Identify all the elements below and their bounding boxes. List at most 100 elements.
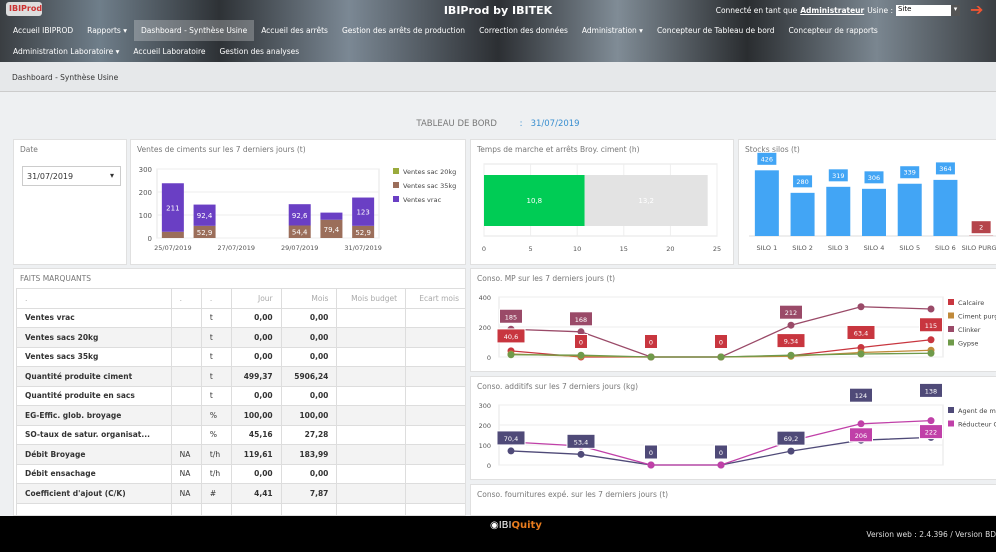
table-row: Ventes sacs 35kg t 0,00 0,00 [16,346,465,367]
legend-swatch [948,407,954,413]
bar-segment [320,219,343,238]
bar-segment [161,183,184,232]
table-cell: 100,00 [230,405,282,426]
table-cell: 499,37 [230,366,282,387]
data-label-box [970,220,992,235]
chart-title: Temps de marche et arrêts Broy. ciment (… [477,145,640,154]
nav-item[interactable]: Accueil Laboratoire [133,47,206,56]
table-cell: NA [170,444,202,465]
data-label: 54,4 [292,229,308,237]
nav-item[interactable]: Gestion des analyses [219,47,300,56]
dashboard-date: 31/07/2019 [530,119,580,129]
data-label: 40,6 [504,333,518,341]
table-cell: # [200,483,232,504]
user-link[interactable]: Administrateur [800,6,865,15]
data-label-box [496,430,526,446]
nav-item[interactable]: Gestion des arrêts de production [341,26,466,35]
data-point [787,351,795,359]
legend-swatch [393,182,399,188]
table-row: Ventes vrac t 0,00 0,00 [16,307,465,328]
data-label-box [792,174,814,189]
footer: ◉IBIQuity Version web : 2.4.396 / Versio… [0,516,996,552]
table-cell: 183,99 [280,444,338,465]
data-label-box [846,324,876,340]
table-cell: 0,00 [280,307,338,328]
nav-item[interactable]: Concepteur de Tableau de bord [656,26,775,35]
nav-item[interactable]: Accueil IBIPROD [13,26,74,35]
table-cell: 100,00 [280,405,338,426]
table-cell [200,502,232,515]
table-cell [336,307,407,328]
table-cell: % [200,405,232,426]
legend-label: Ventes sac 35kg [403,182,456,190]
bar-segment [584,175,708,226]
table-cell: t [200,366,232,387]
data-label-box [566,433,596,449]
data-label: 9,34 [784,338,798,346]
chart-svg: 0 100 200 300 70,4 53,4 0 0 69,2 124 138 206 222 Agen… [479,382,996,470]
table-cell [405,327,465,348]
nav-item[interactable]: Administration ▾ [581,26,643,35]
data-label-box [899,165,921,180]
y-tick-label: 100 [479,442,491,450]
table-cell: 5906,24 [280,366,338,387]
data-point [787,321,795,329]
table-cell [336,463,407,484]
title-separator: : [519,119,523,129]
table-cell: 0,00 [230,385,282,406]
y-tick-label: 300 [479,402,491,410]
data-label: 185 [505,313,517,321]
connected-label: Connecté en tant que [715,6,798,15]
logout-arrow-icon[interactable]: ➔ [970,0,984,19]
ibiquity-logo: ◉IBIQuity [490,520,542,531]
legend-label: Ciment purge [958,313,996,321]
data-label: 63,4 [854,329,868,337]
chart-svg: 0 100 200 300 211 25/07/2019 52,9 92,4 27/07/201… [139,166,457,252]
nav-item[interactable]: Administration Laboratoire ▾ [13,47,120,56]
table-row: SO-taux de satur. organisat...% 45,16 27,2… [16,424,465,445]
data-point [717,461,725,469]
column-header: . [170,288,202,309]
x-tick-label: SILO 5 [899,244,920,252]
table-cell [405,502,465,515]
usine-select[interactable]: Site [896,5,960,16]
y-tick-label: 0 [487,354,491,362]
table-cell: Quantité produite ciment [16,366,172,387]
table-cell [170,307,202,328]
bar-segment [320,212,343,220]
data-label: 0 [649,449,653,457]
table-row: Quantité produite ciment t 499,37 5906,24 [16,366,465,387]
table-cell: t/h [200,444,232,465]
legend-label: Agent de mouture [958,407,996,415]
nav-item[interactable]: Accueil des arrêts [261,26,328,35]
table-cell: t [200,385,232,406]
date-label: Date [20,145,38,154]
table-cell: 4,41 [230,483,282,504]
table-cell: 27,28 [280,424,338,445]
table-cell [336,483,407,504]
date-select[interactable]: 31/07/2019 [22,166,121,186]
data-label: 69,2 [784,435,798,443]
nav-item[interactable]: Rapports ▾ [87,26,127,35]
legend-swatch [948,420,954,427]
data-label: 426 [761,155,773,163]
bar [826,186,851,236]
bar-segment [352,225,375,238]
data-label: 79,4 [324,226,340,234]
data-point [717,353,725,361]
table-cell: t/h [200,463,232,484]
table-cell [405,483,465,504]
table-cell: Coefficient d'ajout (C/K) [16,483,172,504]
table-cell: Ventes sacs 35kg [16,346,172,367]
nav-item[interactable]: Correction des données [479,26,568,35]
data-point [927,417,935,425]
nav-item[interactable]: Concepteur de rapports [788,26,878,35]
legend-label: Ventes sac 20kg [403,168,456,176]
bar-segment [161,231,184,238]
table-cell: 0,00 [230,463,282,484]
nav-item[interactable]: Dashboard - Synthèse Usine [134,20,255,41]
x-tick-label: SILO 4 [864,244,885,252]
table-cell [405,346,465,367]
column-header: Mois [280,288,338,309]
data-point [857,343,865,351]
